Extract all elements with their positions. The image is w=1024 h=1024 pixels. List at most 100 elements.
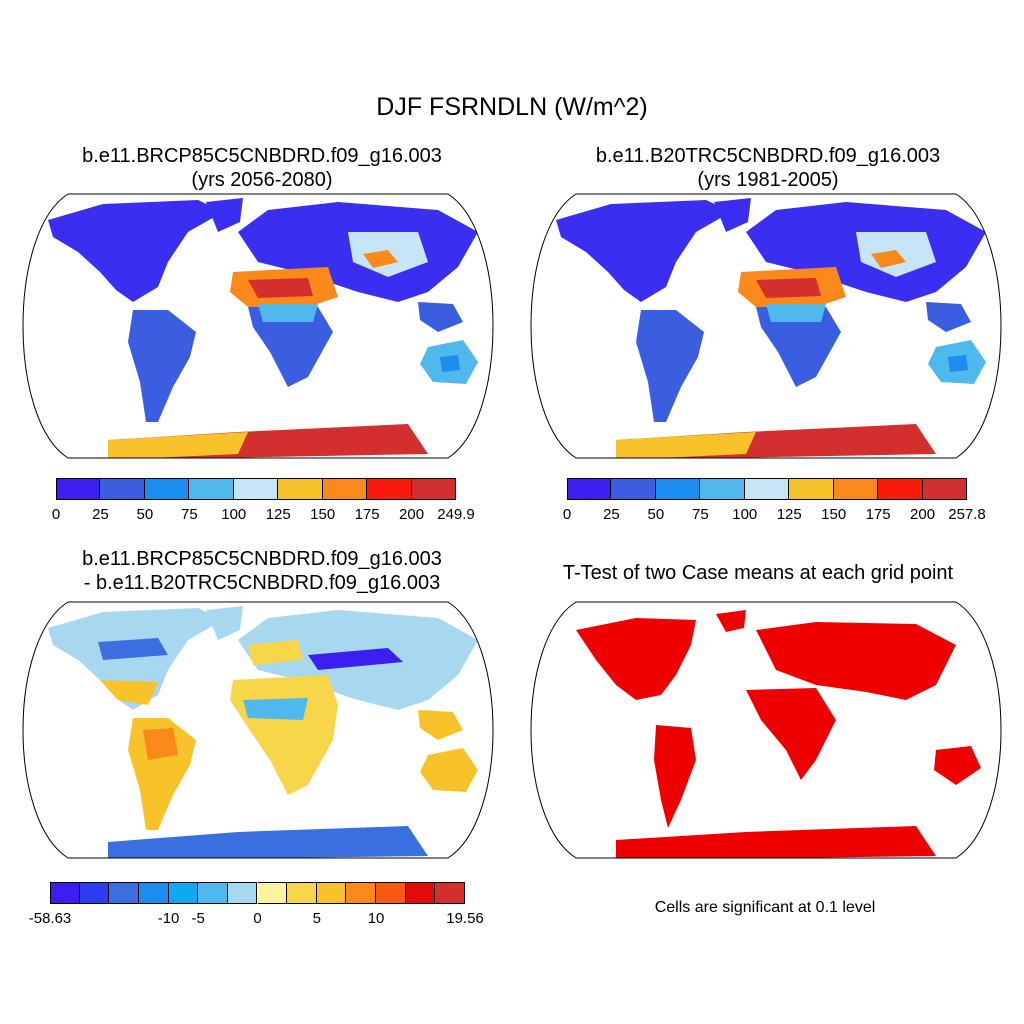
colorbar-diff-tick-label: -58.63 <box>28 910 72 927</box>
colorbar-diff-swatch-3 <box>138 882 169 904</box>
map-case1-greenland <box>206 198 243 232</box>
map-case1-se-asia <box>418 302 463 332</box>
colorbar-diff-tick-label: 5 <box>312 910 321 927</box>
colorbar-case2-tick-label: 125 <box>776 506 802 523</box>
colorbar-case2-tick-label: 25 <box>603 506 620 523</box>
panel-case1-title-line1: b.e11.BRCP85C5CNBDRD.f09_g16.003 <box>82 145 442 167</box>
map-ttest-australia <box>934 746 981 785</box>
map-ttest-eurasia <box>756 622 956 700</box>
colorbar-case1-tick-label: 175 <box>354 506 380 523</box>
map-case2-asia-warm <box>871 250 906 268</box>
panel-case1-title: b.e11.BRCP85C5CNBDRD.f09_g16.003 (yrs 20… <box>22 144 502 192</box>
map-case2-greenland <box>714 198 751 232</box>
colorbar-case2-tick-label: 257.8 <box>948 506 986 523</box>
panel-case2-title: b.e11.B20TRC5CNBDRD.f09_g16.003 (yrs 198… <box>528 144 1008 192</box>
map-diff-australia <box>420 748 478 792</box>
colorbar-diff-tick-label: 0 <box>253 910 262 927</box>
map-ttest-north-america <box>576 618 696 700</box>
colorbar-diff-swatch-8 <box>287 882 317 904</box>
map-case2-africa-south <box>756 307 841 387</box>
colorbar-case2-swatch-8 <box>922 478 967 500</box>
map-case1 <box>22 193 494 459</box>
panel-diff-title-line2: - b.e11.B20TRC5CNBDRD.f09_g16.003 <box>83 572 441 594</box>
colorbar-case2-tick-label: 50 <box>647 506 665 523</box>
colorbar-case2-tick-label: 100 <box>732 506 758 523</box>
map-ttest-south-america <box>654 725 696 828</box>
panel-diff-title-line1: b.e11.BRCP85C5CNBDRD.f09_g16.003 <box>82 548 442 570</box>
colorbar-case1-tick-label: 50 <box>136 506 154 523</box>
colorbar-case2-swatch-7 <box>878 478 923 500</box>
map-diff-na-blue-band <box>98 638 168 660</box>
colorbar-case2-tick-label: 200 <box>910 506 936 523</box>
colorbar-case1-tick-label: 0 <box>51 506 61 523</box>
map-case2-antarctica-edge <box>616 432 756 458</box>
panel-case1-title-line2: (yrs 2056-2080) <box>191 169 333 191</box>
map-diff-eurasia-blue <box>308 648 403 670</box>
colorbar-case2-tick-label: 150 <box>821 506 847 523</box>
map-case2-se-asia <box>926 302 971 332</box>
colorbar-diff-swatch-2 <box>109 882 139 904</box>
map-diff-south-america <box>128 718 196 830</box>
map-case1-australia-core <box>440 355 460 372</box>
map-case1-africa-south <box>248 307 333 387</box>
colorbar-case1-tick-label: 25 <box>92 506 109 523</box>
panel-ttest-title: T-Test of two Case means at each grid po… <box>508 561 1008 585</box>
map-diff-sa-orange <box>143 728 178 760</box>
map-case1-south-america <box>128 310 196 422</box>
colorbar-diff-swatch-5 <box>198 882 228 904</box>
colorbar-diff-swatch-10 <box>346 882 377 904</box>
map-diff-eurasia-warm <box>248 640 303 665</box>
colorbar-case1-swatch-1 <box>100 478 145 500</box>
colorbar-case2-swatch-6 <box>833 478 879 500</box>
colorbar-case2-swatch-3 <box>700 478 745 500</box>
colorbar-case1-tick-label: 150 <box>310 506 336 523</box>
map-diff-greenland <box>206 606 243 640</box>
colorbar-case2-swatch-2 <box>655 478 701 500</box>
colorbar-case2-tick-label: 175 <box>865 506 891 523</box>
panel-case2-title-line2: (yrs 1981-2005) <box>697 169 839 191</box>
colorbar-case2-swatch-5 <box>789 478 834 500</box>
colorbar-diff-swatch-7 <box>257 882 288 904</box>
colorbar-case2-tick-label: 0 <box>562 506 572 523</box>
colorbar-diff-swatch-13 <box>435 882 465 904</box>
colorbar-case1-swatch-0 <box>56 478 101 500</box>
colorbar-diff-swatch-1 <box>79 882 110 904</box>
map-ttest-antarctica <box>616 826 936 858</box>
map-diff-africa <box>230 675 338 795</box>
map-ttest-greenland <box>716 610 746 632</box>
panel-ttest-title-line1: T-Test of two Case means at each grid po… <box>562 562 954 584</box>
colorbar-diff-tick-label: 19.56 <box>446 910 484 927</box>
colorbar-case2: 0 25 50 75 100 125 150 175 200 257.8 <box>563 478 986 526</box>
map-case1-antarctica-edge <box>108 432 248 458</box>
colorbar-case1-swatch-2 <box>144 478 190 500</box>
colorbar-case1-tick-label: 100 <box>221 506 247 523</box>
colorbar-case1: 0 25 50 75 100 125 150 175 200 249.9 <box>52 478 475 526</box>
colorbar-case1-tick-label: 249.9 <box>437 506 475 523</box>
colorbar-diff-tick-label: -10 <box>157 910 180 927</box>
map-case2-australia-core <box>948 355 968 372</box>
map-case1-north-america <box>48 200 223 302</box>
map-diff-north-america <box>48 608 223 710</box>
map-diff-antarctica <box>108 826 428 858</box>
colorbar-diff-swatch-6 <box>227 882 258 904</box>
map-diff-se-asia <box>418 710 463 740</box>
map-diff-na-warm <box>100 680 158 705</box>
colorbar-case1-tick-label: 125 <box>265 506 291 523</box>
map-case1-asia-warm <box>363 250 398 268</box>
panel-diff-title: b.e11.BRCP85C5CNBDRD.f09_g16.003 - b.e11… <box>22 547 502 595</box>
map-ttest-africa <box>746 688 836 780</box>
colorbar-case1-swatch-4 <box>233 478 279 500</box>
map-case2-africa-light <box>766 304 826 322</box>
colorbar-diff: -58.63 -10 -5 0 5 10 19.56 <box>29 882 484 930</box>
map-ttest <box>530 601 1002 859</box>
colorbar-case1-tick-label: 200 <box>399 506 425 523</box>
figure-title: DJF FSRNDLN (W/m^2) <box>376 93 648 121</box>
colorbar-diff-swatch-11 <box>376 882 406 904</box>
colorbar-case1-swatch-8 <box>411 478 456 500</box>
colorbar-case2-swatch-4 <box>744 478 790 500</box>
map-case2-sahara-core <box>756 278 821 298</box>
colorbar-case1-swatch-5 <box>278 478 323 500</box>
colorbar-diff-swatch-4 <box>168 882 199 904</box>
colorbar-diff-swatch-0 <box>50 882 80 904</box>
map-case1-africa-light <box>258 304 318 322</box>
